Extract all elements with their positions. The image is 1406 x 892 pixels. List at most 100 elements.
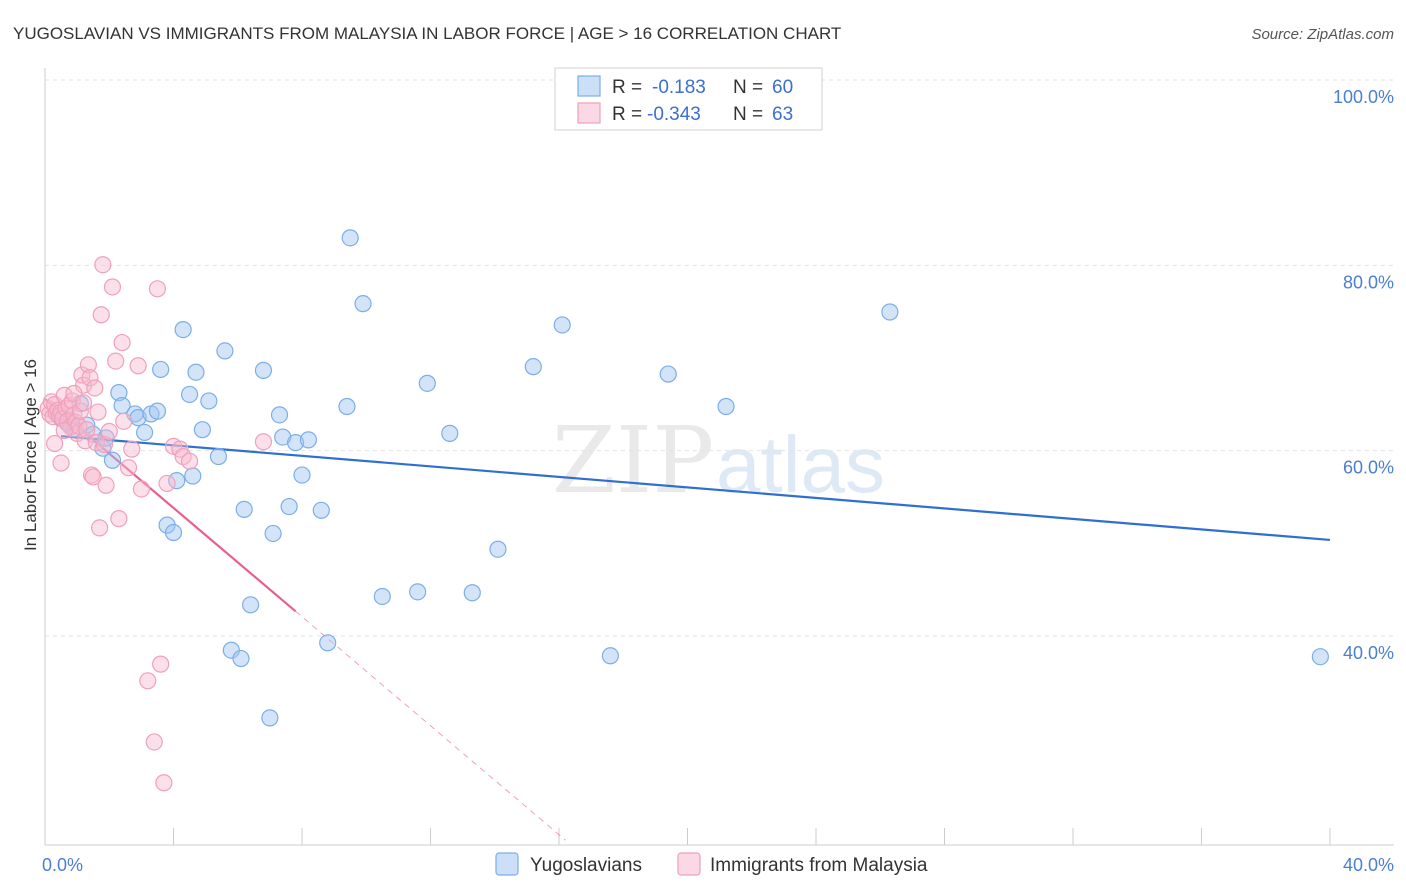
point-yugoslavians [274, 428, 292, 446]
chart-source: Source: ZipAtlas.com [1251, 26, 1394, 43]
correlation-legend: R = -0.183 N = 60 R = -0.343 N = 63 [554, 67, 823, 131]
point-malaysia [91, 519, 109, 537]
trend-line-yugoslavians [60, 435, 1331, 542]
point-malaysia [158, 474, 176, 493]
series-legend: Yugoslavians Immigrants from Malaysia [495, 852, 928, 876]
point-malaysia [139, 672, 157, 690]
axes: 100.0% 80.0% 60.0% 40.0% 0.0% 40.0% [42, 68, 1394, 875]
chart-title: YUGOSLAVIAN VS IMMIGRANTS FROM MALAYSIA … [13, 24, 841, 43]
point-yugoslavians [254, 361, 273, 379]
legend-swatch-yugoslavians [577, 75, 601, 97]
point-yugoslavians [293, 466, 311, 484]
trend-lines [44, 398, 1331, 841]
legend-r-label-1: R = [612, 77, 642, 98]
point-malaysia [52, 454, 70, 472]
point-malaysia [110, 510, 128, 528]
point-malaysia [115, 412, 133, 430]
point-malaysia [46, 434, 64, 453]
point-yugoslavians [1311, 648, 1329, 666]
watermark-atlas: atlas [716, 420, 885, 509]
point-yugoslavians [338, 397, 356, 416]
legend-n-value-2: 63 [772, 104, 793, 125]
y-tick-label: 80.0% [1343, 272, 1394, 292]
legend-swatch-malaysia [577, 102, 601, 124]
point-malaysia [86, 379, 104, 397]
trend-line-malaysia [44, 398, 297, 613]
point-malaysia [148, 280, 167, 298]
point-yugoslavians [200, 392, 218, 410]
x-tick-label: 40.0% [1343, 855, 1394, 875]
point-yugoslavians [148, 402, 167, 420]
legend-r-label-2: R = [612, 104, 642, 125]
legend-r-value-2: -0.343 [647, 104, 701, 125]
point-yugoslavians [463, 584, 481, 602]
point-malaysia [119, 459, 138, 477]
point-malaysia [92, 306, 110, 324]
point-malaysia [89, 403, 107, 421]
point-yugoslavians [174, 320, 192, 339]
point-yugoslavians [601, 647, 620, 665]
grid [45, 79, 1394, 637]
point-yugoslavians [319, 634, 337, 652]
point-yugoslavians [341, 229, 359, 247]
point-yugoslavians [193, 421, 212, 439]
trend-line-malaysia-extrapolated [295, 610, 566, 841]
point-yugoslavians [270, 406, 289, 424]
point-malaysia [107, 352, 125, 370]
point-yugoslavians [312, 501, 330, 519]
point-yugoslavians [164, 523, 183, 542]
y-tick-label: 60.0% [1343, 458, 1394, 478]
point-malaysia [55, 422, 73, 440]
point-yugoslavians [659, 365, 677, 383]
series-swatch-yugoslavians [495, 852, 519, 876]
x-tick-label: 0.0% [42, 855, 83, 875]
point-malaysia [145, 733, 163, 751]
point-yugoslavians [209, 447, 228, 466]
point-yugoslavians [187, 363, 205, 381]
point-yugoslavians [881, 303, 899, 321]
point-yugoslavians [261, 709, 279, 727]
point-malaysia [129, 357, 147, 375]
watermark: ZIP atlas [552, 407, 885, 514]
point-yugoslavians [110, 384, 128, 402]
point-malaysia [81, 369, 99, 387]
point-yugoslavians [216, 342, 234, 360]
point-malaysia [152, 655, 170, 673]
legend-n-label-2: N = [733, 104, 763, 125]
point-yugoslavians [264, 524, 282, 543]
point-malaysia [84, 468, 102, 486]
point-yugoslavians [286, 434, 305, 452]
y-axis-label: In Labor Force | Age > 16 [21, 359, 40, 551]
watermark-zip: ZIP [552, 407, 714, 514]
point-yugoslavians [184, 467, 202, 485]
point-yugoslavians [717, 397, 735, 416]
point-yugoslavians [553, 316, 571, 334]
legend-n-value-1: 60 [772, 77, 793, 98]
point-malaysia [132, 480, 150, 498]
point-yugoslavians [135, 423, 154, 442]
point-malaysia [78, 421, 96, 439]
point-malaysia [254, 433, 273, 451]
series-swatch-malaysia [677, 852, 701, 876]
point-malaysia [74, 394, 93, 412]
point-yugoslavians [489, 540, 507, 558]
point-yugoslavians [441, 424, 459, 442]
point-malaysia [100, 422, 118, 441]
point-yugoslavians [524, 358, 542, 376]
point-yugoslavians [168, 472, 186, 490]
point-yugoslavians [373, 587, 391, 606]
point-malaysia [123, 440, 141, 458]
point-malaysia [97, 476, 115, 494]
point-yugoslavians [409, 583, 427, 601]
y-tick-label: 40.0% [1343, 643, 1394, 663]
legend-r-value-1: -0.183 [652, 77, 706, 98]
point-malaysia [94, 256, 112, 274]
legend-n-label-1: N = [733, 77, 763, 98]
point-yugoslavians [103, 451, 122, 469]
point-yugoslavians [418, 374, 436, 392]
point-yugoslavians [232, 649, 250, 668]
y-tick-label: 100.0% [1333, 87, 1394, 107]
point-malaysia [79, 356, 97, 374]
